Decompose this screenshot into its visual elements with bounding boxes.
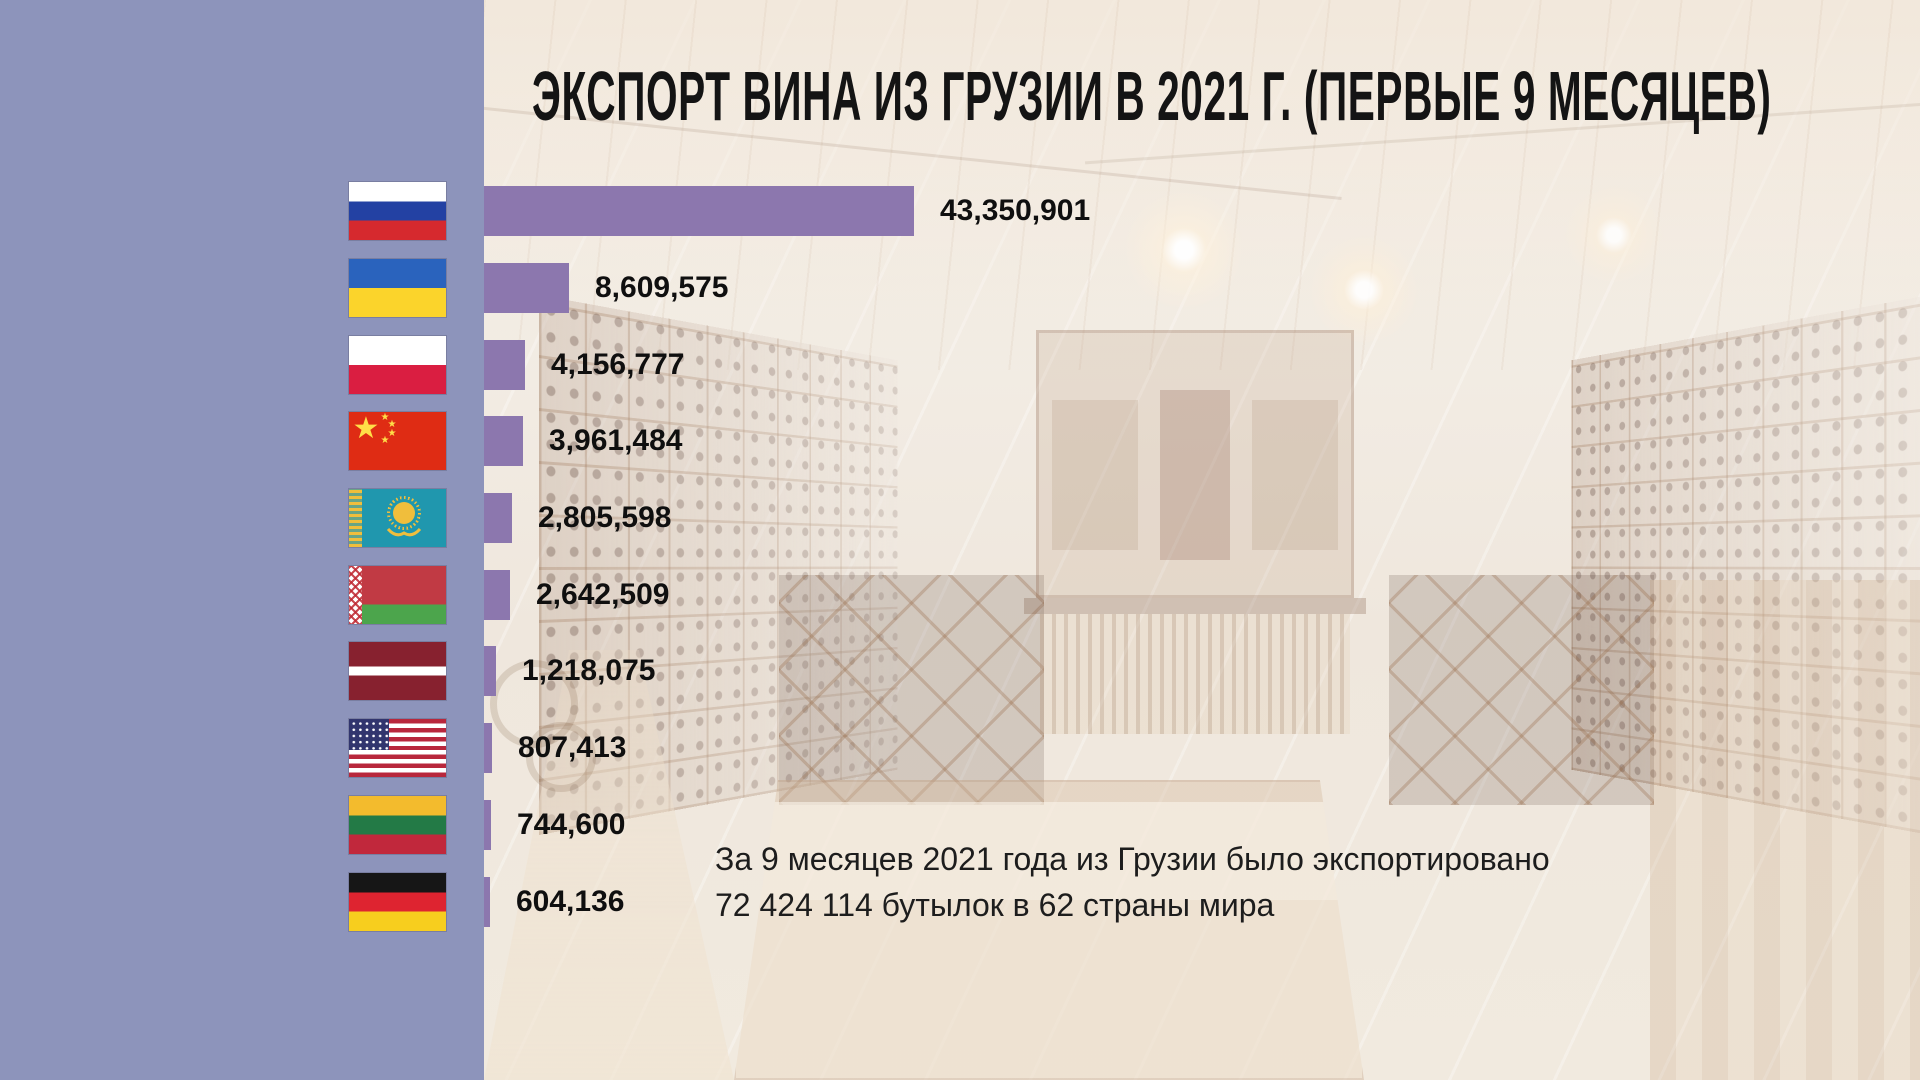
cabinet-shelf-right [1252,400,1338,550]
usa-star-canton [349,719,389,751]
bar-germany [484,876,490,927]
bar-lithuania [484,799,491,850]
value-label: 807,413 [518,731,627,765]
wine-rack-right-wall [1571,295,1920,835]
value-label: 43,350,901 [940,194,1091,228]
bar-china [484,416,523,467]
flag-poland-icon [349,335,446,394]
chart-row: 4,156,777 [349,326,1090,403]
bar-russia [484,186,914,237]
chart-row: ★ ★ ★ ★ ★ 3,961,484 [349,403,1090,480]
chart-row: 2,642,509 [349,556,1090,633]
flag-germany-icon [349,872,446,931]
summary-text: За 9 месяцев 2021 года из Грузии было эк… [715,836,1550,928]
kazakh-sun [393,502,415,525]
diamond-rack-right [1389,575,1654,805]
value-label: 744,600 [517,807,626,841]
bar-poland [484,339,525,390]
bar-usa [484,723,492,774]
bar-latvia [484,646,496,697]
summary-line-2: 72 424 114 бутылок в 62 страны мира [715,887,1275,923]
bar-belarus [484,569,510,620]
value-label: 2,642,509 [536,577,670,611]
china-small-star-icon: ★ [387,419,397,431]
china-large-star-icon: ★ [352,412,380,447]
flag-china-icon: ★ ★ ★ ★ ★ [349,412,446,471]
value-label: 8,609,575 [595,271,729,305]
kazakh-eagle [386,528,422,537]
bar-ukraine [484,263,569,314]
chart-row: 1,218,075 [349,633,1090,710]
chart-row: 8,609,575 [349,250,1090,327]
flag-belarus-icon [349,565,446,624]
chart-row: 807,413 [349,710,1090,787]
wood-paneling [1650,580,1920,1080]
bar-chart: 43,350,901 8,609,575 4,156,777 ★ ★ ★ ★ ★… [349,173,1090,940]
bar-kazakhstan [484,493,512,544]
belarus-ornament [349,565,362,624]
flag-latvia-icon [349,642,446,701]
kazakh-ornament [349,489,362,548]
chart-row: 744,600 [349,787,1090,864]
value-label: 1,218,075 [522,654,656,688]
flag-russia-icon [349,182,446,241]
flag-usa-icon [349,719,446,778]
flag-kazakhstan-icon [349,489,446,548]
china-small-star-icon: ★ [380,412,390,424]
value-label: 3,961,484 [549,424,683,458]
china-small-star-icon: ★ [387,428,397,440]
chart-row: 43,350,901 [349,173,1090,250]
chart-row: 604,136 [349,863,1090,940]
value-label: 4,156,777 [551,347,685,381]
china-small-star-icon: ★ [380,435,390,447]
value-label: 604,136 [516,884,625,918]
cabinet-center-panel [1160,390,1230,560]
flag-lithuania-icon [349,795,446,854]
chart-row: 2,805,598 [349,480,1090,557]
flag-ukraine-icon [349,259,446,318]
summary-line-1: За 9 месяцев 2021 года из Грузии было эк… [715,841,1550,877]
page-title: ЭКСПОРТ ВИНА ИЗ ГРУЗИИ В 2021 Г. (ПЕРВЫЕ… [532,57,1772,135]
value-label: 2,805,598 [538,501,672,535]
